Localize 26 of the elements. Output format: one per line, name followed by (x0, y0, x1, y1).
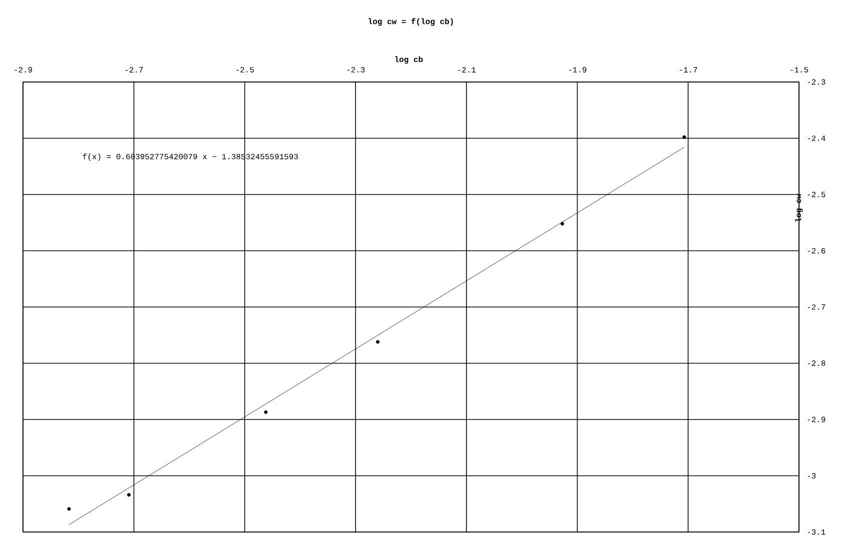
y-tick-label: -2.6 (808, 248, 826, 254)
y-tick-label: -3.1 (808, 529, 826, 535)
point (67, 507, 71, 511)
x-tick-label: -2.5 (236, 67, 254, 72)
y-tick-label: -2.4 (808, 136, 826, 141)
x-tick-label: -2.9 (14, 67, 32, 72)
y-tick-label: -2.7 (808, 304, 826, 310)
point (682, 135, 686, 139)
y-tick-label: -2.9 (808, 416, 826, 422)
y-tick-label: -3 (808, 473, 816, 478)
y-axis-title: log cw (795, 194, 803, 222)
x-tick-label: -2.7 (126, 67, 143, 72)
point (127, 493, 131, 497)
y-tick-label: -2.8 (808, 360, 826, 366)
x-tick-label: -2.1 (458, 67, 476, 72)
point (376, 340, 380, 344)
x-tick-label: -2.3 (347, 67, 365, 72)
y-tick-label: -2.5 (808, 192, 826, 198)
chart-title: log cw = f(log cb) (368, 18, 453, 26)
x-tick-label: -1.9 (568, 67, 586, 72)
point (560, 222, 564, 226)
x-tick-label: -1.5 (790, 67, 808, 72)
x-tick-label: -1.7 (680, 67, 698, 72)
x-axis-title: log cb (395, 56, 423, 64)
y-tick-label: -2.3 (808, 79, 826, 85)
point (264, 410, 268, 414)
